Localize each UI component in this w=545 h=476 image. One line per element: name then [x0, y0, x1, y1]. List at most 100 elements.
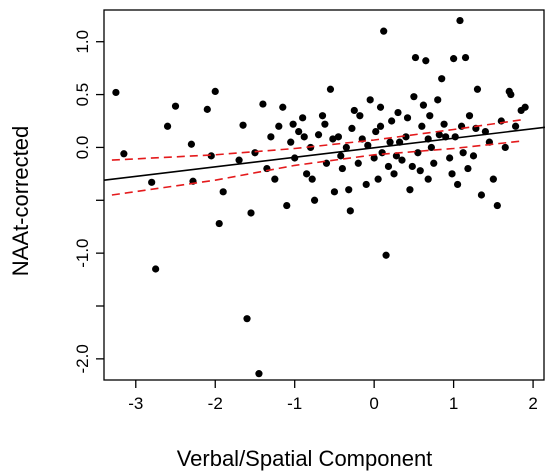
data-point	[362, 180, 370, 189]
data-point	[438, 75, 446, 83]
confidence-band-lower	[111, 140, 522, 196]
x-tick-label: -1	[287, 394, 302, 413]
data-point	[259, 100, 267, 108]
plot-frame	[103, 9, 545, 381]
data-point	[345, 186, 353, 194]
data-point	[346, 207, 354, 215]
data-point	[334, 133, 343, 141]
data-point	[364, 141, 372, 149]
data-point	[279, 103, 287, 111]
data-point	[481, 127, 490, 136]
data-point	[271, 175, 279, 183]
data-point	[386, 138, 394, 146]
data-point	[416, 167, 424, 175]
fit-lines	[103, 119, 545, 196]
confidence-band-upper	[111, 119, 522, 161]
y-tick-label: 0.0	[73, 136, 92, 160]
x-tick-label: 1	[449, 394, 458, 413]
data-point	[424, 175, 432, 183]
data-point	[403, 114, 412, 122]
data-point	[289, 120, 297, 128]
data-point	[521, 103, 529, 111]
data-point	[310, 196, 319, 204]
data-point	[314, 131, 323, 139]
data-point	[299, 114, 307, 122]
data-point	[448, 170, 456, 178]
data-point	[427, 143, 435, 152]
data-point	[402, 133, 410, 141]
data-point	[511, 122, 520, 130]
data-point	[342, 143, 350, 152]
data-point	[148, 178, 156, 186]
data-points	[112, 16, 529, 378]
y-tick-label: 0.5	[73, 83, 92, 107]
data-point	[267, 133, 275, 141]
data-point	[419, 101, 428, 109]
data-point	[303, 170, 311, 178]
data-point	[372, 127, 380, 136]
data-point	[354, 159, 362, 167]
data-point	[366, 96, 374, 104]
data-point	[235, 156, 243, 164]
data-point	[408, 162, 416, 171]
data-point	[378, 149, 386, 157]
data-point	[418, 122, 426, 130]
data-point	[473, 85, 482, 93]
data-point	[461, 53, 470, 62]
data-point	[398, 156, 406, 164]
data-point	[215, 219, 223, 228]
y-tick-label: 1.0	[73, 30, 92, 54]
data-point	[435, 131, 443, 139]
data-point	[434, 96, 442, 104]
data-point	[493, 201, 501, 210]
data-point	[329, 135, 337, 143]
data-point	[469, 152, 478, 160]
data-point	[450, 55, 458, 63]
data-point	[287, 138, 295, 146]
data-point	[394, 108, 402, 117]
data-point	[380, 27, 388, 35]
data-point	[388, 117, 396, 125]
data-point	[453, 180, 462, 189]
data-point	[338, 164, 346, 173]
x-tick-label: 2	[528, 394, 537, 413]
data-point	[255, 370, 263, 378]
data-point	[326, 85, 335, 93]
data-point	[406, 186, 414, 194]
data-point	[446, 154, 454, 162]
data-point	[376, 122, 385, 130]
data-point	[464, 164, 472, 173]
data-point	[456, 16, 464, 25]
data-point	[337, 152, 345, 160]
data-point	[426, 112, 434, 120]
data-point	[501, 143, 509, 152]
data-point	[239, 121, 247, 129]
y-axis: -2.0 -1.0 0.0 0.5 1.0	[73, 30, 104, 374]
data-point	[187, 140, 196, 148]
data-point	[308, 175, 316, 183]
data-point	[243, 315, 251, 323]
data-point	[275, 122, 283, 130]
data-point	[440, 120, 448, 128]
x-axis-label: Verbal/Spatial Component	[177, 446, 433, 471]
data-point	[318, 112, 327, 120]
data-point	[390, 170, 398, 178]
y-tick-label: -2.0	[73, 344, 92, 373]
x-tick-label: -2	[208, 394, 223, 413]
data-point	[120, 150, 128, 158]
data-point	[411, 53, 420, 62]
data-point	[251, 149, 259, 157]
x-tick-label: -3	[128, 394, 143, 413]
data-point	[330, 188, 339, 196]
data-point	[451, 133, 459, 141]
data-point	[376, 103, 385, 111]
data-point	[171, 102, 180, 110]
data-point	[283, 201, 291, 210]
data-point	[392, 152, 401, 160]
x-tick-label: 0	[369, 394, 378, 413]
data-point	[112, 88, 120, 97]
data-point	[356, 112, 364, 120]
data-point	[295, 127, 303, 136]
regression-line	[103, 126, 545, 181]
